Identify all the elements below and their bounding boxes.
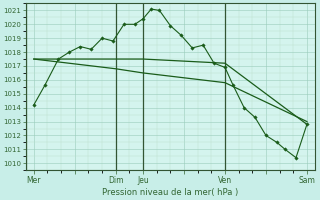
X-axis label: Pression niveau de la mer( hPa ): Pression niveau de la mer( hPa ) [102,188,238,197]
